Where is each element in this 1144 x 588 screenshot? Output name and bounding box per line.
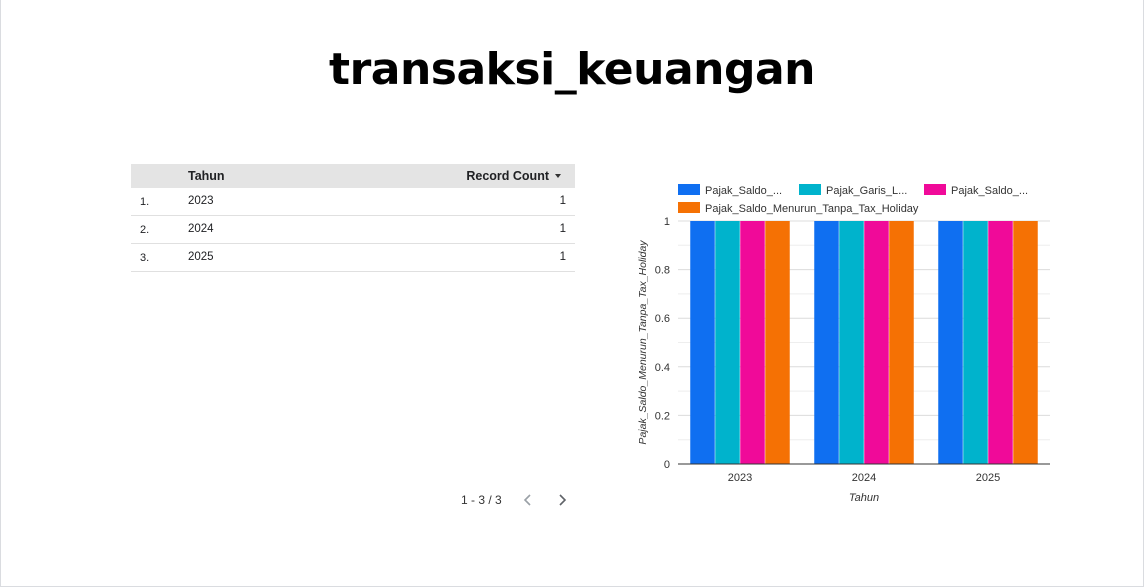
- row-number: 2.: [140, 224, 150, 236]
- legend-label: Pajak_Saldo_...: [705, 185, 782, 197]
- column-header-label: Record Count: [466, 169, 549, 183]
- next-page-button[interactable]: [554, 492, 570, 508]
- sort-descending-icon[interactable]: [555, 174, 561, 178]
- legend-swatch: [799, 184, 821, 195]
- chevron-left-icon: [523, 494, 531, 506]
- y-tick-label: 0.6: [655, 313, 670, 325]
- x-axis-title: Tahun: [849, 492, 879, 504]
- row-year: 2023: [188, 195, 214, 207]
- legend-label: Pajak_Garis_L...: [826, 185, 907, 197]
- y-tick-label: 0.4: [655, 362, 670, 374]
- bar: [938, 221, 963, 464]
- pagination-label: 1 - 3 / 3: [461, 493, 502, 507]
- table-row: 1. 2023 1: [131, 188, 575, 216]
- bar: [765, 221, 790, 464]
- x-tick-label: 2023: [728, 472, 752, 484]
- column-header-year[interactable]: Tahun: [188, 169, 225, 183]
- legend-label: Pajak_Saldo_Menurun_Tanpa_Tax_Holiday: [705, 203, 919, 215]
- y-axis-title: Pajak_Saldo_Menurun_Tanpa_Tax_Holiday: [637, 240, 649, 445]
- legend-swatch: [924, 184, 946, 195]
- bar: [889, 221, 914, 464]
- bar: [864, 221, 889, 464]
- report-title: transaksi_keuangan: [329, 44, 815, 95]
- bar: [740, 221, 765, 464]
- bar: [988, 221, 1013, 464]
- row-year: 2025: [188, 251, 214, 263]
- bar: [839, 221, 864, 464]
- x-tick-label: 2024: [852, 472, 876, 484]
- legend-label: Pajak_Saldo_...: [951, 185, 1028, 197]
- table-pagination: 1 - 3 / 3: [461, 490, 588, 510]
- row-number: 3.: [140, 252, 150, 264]
- row-year: 2024: [188, 223, 214, 235]
- row-count: 1: [559, 223, 566, 235]
- y-tick-label: 1: [664, 216, 670, 228]
- table-row: 3. 2025 1: [131, 244, 575, 272]
- row-number: 1.: [140, 196, 150, 208]
- table-row: 2. 2024 1: [131, 216, 575, 244]
- y-tick-label: 0.2: [655, 410, 670, 422]
- column-header-record-count[interactable]: Record Count: [466, 169, 561, 183]
- y-tick-label: 0.8: [655, 265, 670, 277]
- legend-swatch: [678, 184, 700, 195]
- bar: [963, 221, 988, 464]
- row-count: 1: [559, 195, 566, 207]
- row-count: 1: [559, 251, 566, 263]
- x-tick-label: 2025: [976, 472, 1000, 484]
- previous-page-button[interactable]: [520, 492, 536, 508]
- bar: [814, 221, 839, 464]
- bar: [715, 221, 740, 464]
- legend-swatch: [678, 202, 700, 213]
- table-header: Tahun Record Count: [131, 164, 575, 188]
- chevron-right-icon: [559, 494, 566, 506]
- bar: [1013, 221, 1038, 464]
- data-table: Tahun Record Count 1. 2023 1 2. 2024 1 3…: [131, 164, 575, 272]
- bar: [690, 221, 715, 464]
- y-tick-label: 0: [664, 459, 670, 471]
